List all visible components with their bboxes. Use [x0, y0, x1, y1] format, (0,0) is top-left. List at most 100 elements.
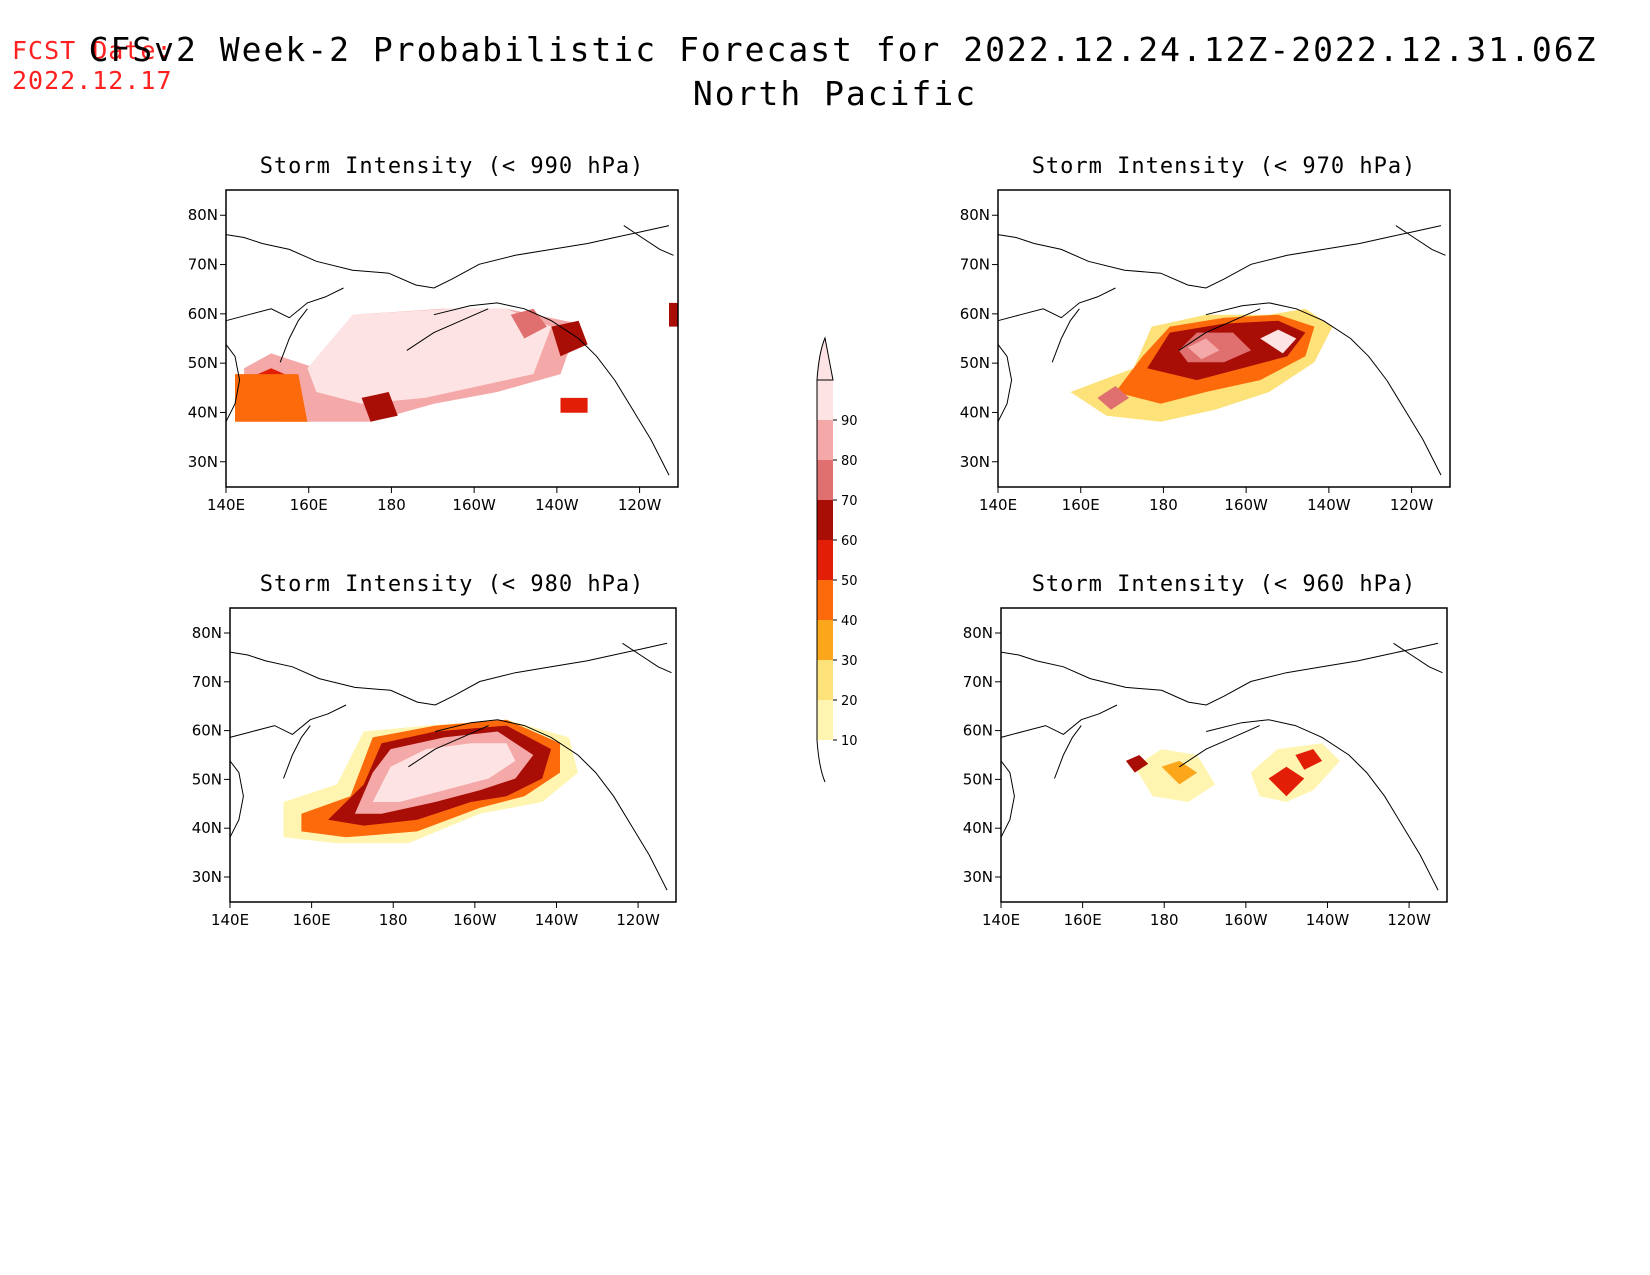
lat-tick-label: 40N: [963, 819, 993, 837]
lat-tick-label: 70N: [188, 256, 218, 274]
colorbar-swatch: [817, 540, 833, 580]
panel-title: Storm Intensity (< 980 hPa): [260, 572, 645, 597]
colorbar-swatch: [817, 460, 833, 500]
lon-tick-label: 180: [1149, 496, 1178, 514]
map-frame: [229, 607, 677, 903]
lon-tick-label: 140E: [979, 496, 1017, 514]
lon-tick-label: 140W: [535, 911, 579, 929]
colorbar-swatch: [817, 580, 833, 620]
colorbar-label: 30: [841, 654, 858, 669]
colorbar-bottom-arrow: [816, 739, 826, 783]
lon-tick-label: 140E: [211, 911, 249, 929]
lon-tick-label: 140W: [1307, 496, 1351, 514]
coastline: [435, 719, 668, 891]
lon-tick-label: 180: [377, 496, 406, 514]
coastline: [1393, 642, 1443, 674]
coastline: [279, 308, 308, 363]
coastline: [225, 225, 670, 289]
coastline: [1000, 704, 1118, 738]
lat-tick-label: 30N: [963, 868, 993, 886]
probability-shading: [307, 308, 552, 404]
coastline: [1054, 725, 1082, 779]
coastline: [283, 725, 311, 779]
lat-tick-label: 40N: [188, 403, 218, 421]
lat-tick-label: 30N: [960, 453, 990, 471]
colorbar-swatch: [817, 500, 833, 540]
coastline: [1051, 308, 1080, 363]
lat-tick-label: 80N: [963, 624, 993, 642]
lon-tick-label: 180: [1150, 911, 1179, 929]
colorbar-label: 10: [841, 734, 858, 749]
colorbar-label: 60: [841, 534, 858, 549]
colorbar-label: 50: [841, 574, 858, 589]
coastline: [1000, 760, 1015, 838]
probability-shading: [1187, 338, 1220, 360]
probability-shading: [1097, 386, 1130, 410]
colorbar-swatch: [817, 660, 833, 700]
lat-tick-label: 50N: [192, 770, 222, 788]
lon-tick-label: 160E: [293, 911, 331, 929]
colorbar-swatch: [817, 380, 833, 420]
probability-shading: [1295, 749, 1323, 770]
lon-tick-label: 160E: [1064, 911, 1102, 929]
colorbar-swatch: [817, 700, 833, 740]
coastline: [997, 225, 1442, 289]
lat-tick-label: 80N: [960, 206, 990, 224]
colorbar-label: 80: [841, 454, 858, 469]
coastline: [1178, 308, 1261, 351]
lat-tick-label: 70N: [192, 673, 222, 691]
lon-tick-label: 120W: [616, 911, 660, 929]
map-frame: [1000, 607, 1448, 903]
colorbar-swatch: [817, 620, 833, 660]
forecast-date-value: 2022.12.17: [12, 66, 173, 95]
coastline: [433, 302, 670, 476]
probability-shading: [1260, 329, 1297, 354]
coastline: [406, 308, 489, 351]
coastline: [623, 225, 674, 256]
lat-tick-label: 60N: [192, 722, 222, 740]
coastline: [225, 287, 344, 322]
probability-shading: [235, 374, 308, 422]
coastline: [1179, 725, 1260, 768]
lat-tick-label: 70N: [960, 256, 990, 274]
probability-shading: [560, 397, 588, 413]
lon-tick-label: 160W: [452, 496, 496, 514]
lat-tick-label: 50N: [960, 354, 990, 372]
probability-shading: [1125, 755, 1149, 773]
lon-tick-label: 160E: [1062, 496, 1100, 514]
probability-shading: [510, 308, 547, 339]
lon-tick-label: 120W: [618, 496, 662, 514]
colorbar-label: 90: [841, 414, 858, 429]
lon-tick-label: 160W: [453, 911, 497, 929]
coastline: [1000, 642, 1439, 706]
map-panel-970: Storm Intensity (< 970 hPa) 80N 70N 60N 50N 4…: [960, 154, 1451, 514]
lon-tick-label: 120W: [1387, 911, 1431, 929]
lon-tick-label: 140E: [207, 496, 245, 514]
map-background: [1001, 608, 1447, 902]
coastline: [229, 642, 668, 706]
coastline: [408, 725, 489, 768]
colorbar: 10 20 30 40 50 60 70 80 90: [816, 336, 858, 783]
panel-title: Storm Intensity (< 960 hPa): [1032, 572, 1417, 597]
probability-shading: [1161, 760, 1198, 785]
lon-tick-label: 180: [379, 911, 408, 929]
lat-tick-label: 30N: [192, 868, 222, 886]
coastline: [229, 704, 347, 738]
map-panel-960: Storm Intensity (< 960 hPa) 80N 70N 60N 50N 4…: [963, 572, 1448, 929]
lon-tick-label: 160W: [1224, 496, 1268, 514]
lat-tick-label: 60N: [960, 305, 990, 323]
probability-shading: [551, 320, 588, 357]
forecast-date-label: FCST Date:: [12, 36, 173, 65]
colorbar-label: 70: [841, 494, 858, 509]
map-panel-990: Storm Intensity (< 990 hPa) 80N 70N 60N 50N 4…: [188, 154, 679, 514]
lat-tick-label: 80N: [188, 206, 218, 224]
page-title: CFSv2 Week-2 Probabilistic Forecast for …: [0, 28, 1650, 116]
probability-shading: [372, 743, 516, 802]
title-line-1: CFSv2 Week-2 Probabilistic Forecast for …: [88, 30, 1598, 69]
colorbar-label: 40: [841, 614, 858, 629]
title-line-2: North Pacific: [692, 74, 978, 113]
lon-tick-label: 140E: [982, 911, 1020, 929]
lat-tick-label: 40N: [960, 403, 990, 421]
lon-tick-label: 160W: [1224, 911, 1268, 929]
